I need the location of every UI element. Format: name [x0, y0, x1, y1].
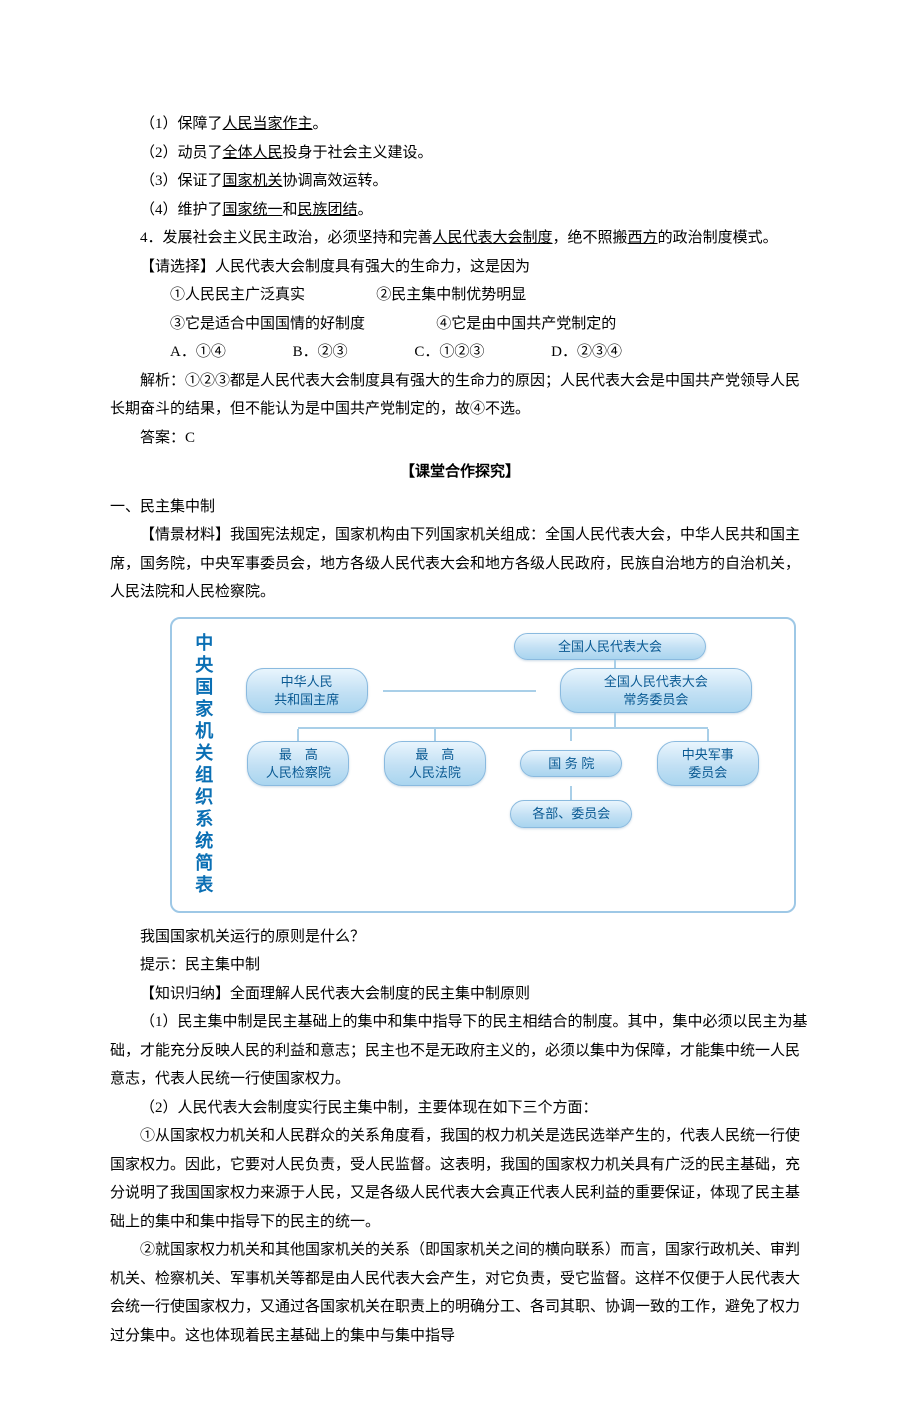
- node-court: 最 高 人民法院: [384, 741, 486, 786]
- node-npc: 全国人民代表大会: [514, 633, 706, 661]
- node-state-council: 国 务 院: [520, 750, 622, 778]
- question-choices: A．①④ B．②③ C．①②③ D．②③④: [110, 338, 810, 367]
- text: （3）保证了: [140, 173, 223, 189]
- hint: 提示：民主集中制: [110, 951, 810, 980]
- node-president: 中华人民 共和国主席: [246, 668, 368, 713]
- para-guarantee-1: （1）保障了人民当家作主。: [110, 110, 810, 139]
- text: 。: [313, 116, 328, 132]
- answer: 答案：C: [110, 424, 810, 453]
- para-develop: 4．发展社会主义民主政治，必须坚持和完善人民代表大会制度，绝不照搬西方的政治制度…: [110, 224, 810, 253]
- text: 投身于社会主义建设。: [283, 145, 433, 161]
- text: （4）维护了: [140, 202, 223, 218]
- text: ，绝不照搬: [553, 230, 628, 246]
- subheading-1: 一、民主集中制: [110, 493, 810, 522]
- knowledge-heading: 【知识归纳】全面理解人民代表大会制度的民主集中制原则: [110, 980, 810, 1009]
- underline: 人民当家作主: [223, 116, 313, 132]
- underline: 人民代表大会制度: [433, 230, 553, 246]
- text: 和: [283, 202, 298, 218]
- text: 4．发展社会主义民主政治，必须坚持和完善: [140, 230, 433, 246]
- org-chart: 中央国家机关组织系统简表 全国人民代表大会 中华人民 共和国主席 全国人民代表大…: [170, 617, 810, 913]
- underline: 国家统一: [223, 202, 283, 218]
- text: （2）动员了: [140, 145, 223, 161]
- node-standing-committee: 全国人民代表大会 常务委员会: [560, 668, 752, 713]
- knowledge-2: （2）人民代表大会制度实行民主集中制，主要体现在如下三个方面：: [110, 1094, 810, 1123]
- opt-2: ②民主集中制优势明显: [346, 281, 526, 310]
- choice-c: C．①②③: [384, 338, 484, 367]
- section-heading: 【课堂合作探究】: [110, 458, 810, 487]
- node-procuratorate: 最 高 人民检察院: [247, 741, 349, 786]
- choice-b: B．②③: [263, 338, 348, 367]
- underline: 国家机关: [223, 173, 283, 189]
- question-stem: 【请选择】人民代表大会制度具有强大的生命力，这是因为: [110, 253, 810, 282]
- text: 的政治制度模式。: [658, 230, 778, 246]
- org-chart-frame: 中央国家机关组织系统简表 全国人民代表大会 中华人民 共和国主席 全国人民代表大…: [170, 617, 796, 913]
- opt-3: ③它是适合中国国情的好制度: [140, 310, 365, 339]
- knowledge-2-2: ②就国家权力机关和其他国家机关的关系（即国家机关之间的横向联系）而言，国家行政机…: [110, 1236, 810, 1350]
- underline: 全体人民: [223, 145, 283, 161]
- question-options-statements-2: ③它是适合中国国情的好制度 ④它是由中国共产党制定的: [110, 310, 810, 339]
- analysis: 解析：①②③都是人民代表大会制度具有强大的生命力的原因；人民代表大会是中国共产党…: [110, 367, 810, 424]
- opt-4: ④它是由中国共产党制定的: [406, 310, 616, 339]
- org-chart-body: 全国人民代表大会 中华人民 共和国主席 全国人民代表大会 常务委员会: [230, 633, 776, 897]
- node-departments: 各部、委员会: [510, 800, 632, 828]
- para-guarantee-4: （4）维护了国家统一和民族团结。: [110, 196, 810, 225]
- scenario: 【情景材料】我国宪法规定，国家机构由下列国家机关组成：全国人民代表大会，中华人民…: [110, 521, 810, 607]
- para-guarantee-3: （3）保证了国家机关协调高效运转。: [110, 167, 810, 196]
- underline: 西方: [628, 230, 658, 246]
- question-followup: 我国国家机关运行的原则是什么？: [110, 923, 810, 952]
- knowledge-1: （1）民主集中制是民主基础上的集中和集中指导下的民主相结合的制度。其中，集中必须…: [110, 1008, 810, 1094]
- org-chart-title: 中央国家机关组织系统简表: [186, 633, 220, 897]
- opt-1: ①人民民主广泛真实: [140, 281, 305, 310]
- underline: 民族团结: [298, 202, 358, 218]
- text: 。: [358, 202, 373, 218]
- text: 协调高效运转。: [283, 173, 388, 189]
- choice-a: A．①④: [140, 338, 226, 367]
- text: （1）保障了: [140, 116, 223, 132]
- knowledge-2-1: ①从国家权力机关和人民群众的关系角度看，我国的权力机关是选民选举产生的，代表人民…: [110, 1122, 810, 1236]
- para-guarantee-2: （2）动员了全体人民投身于社会主义建设。: [110, 139, 810, 168]
- question-options-statements: ①人民民主广泛真实 ②民主集中制优势明显: [110, 281, 810, 310]
- node-military-commission: 中央军事 委员会: [657, 741, 759, 786]
- choice-d: D．②③④: [521, 338, 622, 367]
